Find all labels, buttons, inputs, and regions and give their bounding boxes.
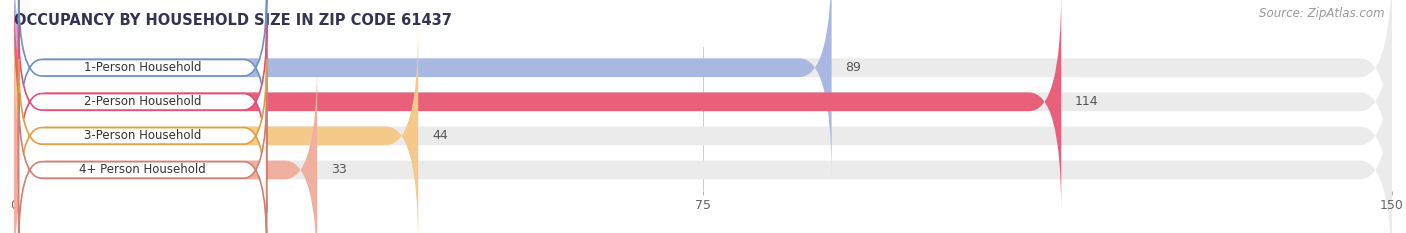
FancyBboxPatch shape: [14, 60, 1392, 233]
FancyBboxPatch shape: [18, 0, 267, 145]
Text: 2-Person Household: 2-Person Household: [84, 95, 201, 108]
FancyBboxPatch shape: [18, 25, 267, 179]
FancyBboxPatch shape: [14, 60, 318, 233]
FancyBboxPatch shape: [14, 26, 418, 233]
Text: 89: 89: [845, 61, 862, 74]
FancyBboxPatch shape: [18, 59, 267, 213]
Text: 3-Person Household: 3-Person Household: [84, 129, 201, 142]
Text: 4+ Person Household: 4+ Person Household: [79, 163, 207, 176]
FancyBboxPatch shape: [14, 0, 1062, 212]
FancyBboxPatch shape: [14, 0, 831, 178]
Text: Source: ZipAtlas.com: Source: ZipAtlas.com: [1260, 7, 1385, 20]
Text: 33: 33: [330, 163, 347, 176]
FancyBboxPatch shape: [18, 93, 267, 233]
Text: OCCUPANCY BY HOUSEHOLD SIZE IN ZIP CODE 61437: OCCUPANCY BY HOUSEHOLD SIZE IN ZIP CODE …: [14, 13, 451, 28]
FancyBboxPatch shape: [14, 0, 1392, 212]
Text: 1-Person Household: 1-Person Household: [84, 61, 201, 74]
Text: 114: 114: [1076, 95, 1098, 108]
FancyBboxPatch shape: [14, 0, 1392, 178]
Text: 44: 44: [432, 129, 447, 142]
FancyBboxPatch shape: [14, 26, 1392, 233]
